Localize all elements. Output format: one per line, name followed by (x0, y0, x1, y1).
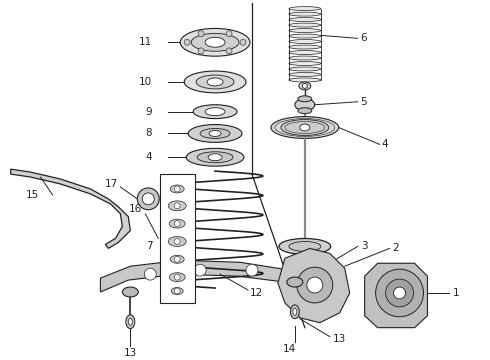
Circle shape (226, 31, 232, 37)
Ellipse shape (186, 148, 244, 166)
Circle shape (174, 274, 180, 280)
Text: 14: 14 (283, 345, 296, 355)
Ellipse shape (271, 117, 339, 138)
Text: 11: 11 (139, 37, 152, 47)
Circle shape (174, 221, 180, 226)
Text: 4: 4 (146, 152, 152, 162)
Circle shape (198, 48, 204, 54)
Ellipse shape (196, 75, 234, 89)
Ellipse shape (302, 84, 307, 89)
Ellipse shape (289, 45, 321, 49)
Ellipse shape (209, 130, 221, 136)
Ellipse shape (200, 129, 230, 138)
Ellipse shape (289, 78, 321, 82)
Ellipse shape (188, 125, 242, 143)
Ellipse shape (289, 40, 321, 44)
Text: 10: 10 (139, 77, 152, 87)
Ellipse shape (287, 277, 303, 287)
Ellipse shape (281, 120, 329, 135)
Ellipse shape (122, 287, 138, 297)
Ellipse shape (279, 238, 331, 255)
Ellipse shape (386, 279, 414, 307)
Circle shape (194, 264, 206, 276)
Ellipse shape (293, 309, 297, 315)
Circle shape (184, 39, 190, 45)
Ellipse shape (170, 255, 184, 263)
Ellipse shape (170, 185, 184, 193)
Ellipse shape (208, 154, 222, 161)
Text: 13: 13 (123, 348, 137, 359)
Text: 4: 4 (382, 139, 388, 149)
Text: 8: 8 (146, 129, 152, 139)
Circle shape (174, 256, 180, 262)
Ellipse shape (289, 18, 321, 22)
Circle shape (246, 264, 258, 276)
Ellipse shape (171, 288, 183, 294)
Ellipse shape (289, 72, 321, 76)
Ellipse shape (191, 33, 239, 51)
Ellipse shape (126, 315, 135, 329)
Ellipse shape (142, 193, 154, 205)
Ellipse shape (289, 242, 321, 251)
Ellipse shape (184, 71, 246, 93)
Ellipse shape (168, 237, 186, 246)
Ellipse shape (289, 62, 321, 66)
Ellipse shape (393, 287, 406, 299)
Text: 1: 1 (452, 288, 459, 298)
Ellipse shape (295, 99, 315, 111)
Circle shape (174, 203, 180, 209)
Ellipse shape (205, 108, 225, 116)
Bar (160, 174, 195, 303)
Text: 6: 6 (361, 33, 368, 43)
Ellipse shape (289, 50, 321, 54)
Ellipse shape (197, 152, 233, 163)
Circle shape (174, 238, 180, 244)
Ellipse shape (289, 28, 321, 32)
Text: 3: 3 (361, 242, 368, 251)
Circle shape (297, 267, 333, 303)
Text: 9: 9 (146, 107, 152, 117)
Ellipse shape (298, 96, 312, 102)
Ellipse shape (128, 318, 132, 325)
Ellipse shape (289, 23, 321, 27)
Polygon shape (365, 263, 427, 328)
Text: 13: 13 (333, 334, 346, 343)
Polygon shape (11, 169, 130, 248)
Text: 15: 15 (25, 190, 39, 200)
Text: 5: 5 (361, 97, 368, 107)
Ellipse shape (193, 105, 237, 118)
Circle shape (174, 288, 180, 294)
Ellipse shape (137, 188, 159, 210)
Ellipse shape (180, 28, 250, 56)
Ellipse shape (205, 37, 225, 47)
Circle shape (307, 277, 323, 293)
Ellipse shape (291, 305, 299, 319)
Ellipse shape (289, 34, 321, 38)
Ellipse shape (299, 82, 311, 90)
Circle shape (198, 31, 204, 37)
Circle shape (240, 39, 246, 45)
Ellipse shape (168, 201, 186, 211)
Ellipse shape (289, 6, 321, 10)
Text: 12: 12 (250, 288, 263, 298)
Polygon shape (278, 248, 350, 323)
Ellipse shape (289, 67, 321, 71)
Ellipse shape (298, 108, 312, 114)
Text: 2: 2 (392, 243, 399, 253)
Circle shape (226, 48, 232, 54)
Text: 17: 17 (105, 179, 119, 189)
Ellipse shape (169, 219, 185, 228)
Ellipse shape (207, 78, 223, 86)
Ellipse shape (376, 269, 423, 317)
Circle shape (174, 186, 180, 192)
Ellipse shape (300, 124, 310, 131)
Text: 16: 16 (129, 204, 142, 214)
Ellipse shape (289, 12, 321, 16)
Ellipse shape (169, 273, 185, 282)
Text: 7: 7 (146, 242, 152, 251)
Ellipse shape (289, 56, 321, 60)
Polygon shape (100, 260, 330, 292)
Circle shape (144, 268, 156, 280)
